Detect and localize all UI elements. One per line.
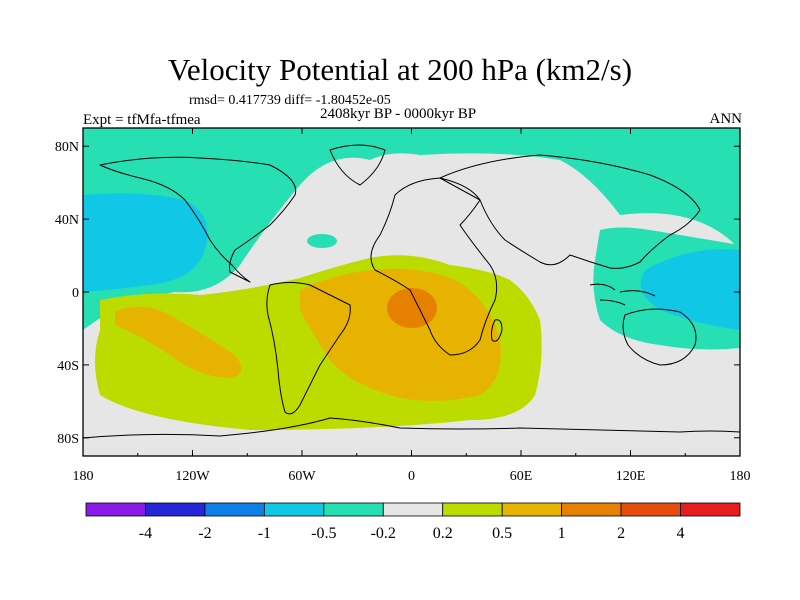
colorbar-label: 4 (677, 525, 685, 542)
colorbar-label: 1 (558, 525, 566, 542)
australia-coast (622, 308, 697, 366)
lon-tick-label: 0 (408, 469, 415, 484)
colorbar-swatch (85, 502, 146, 517)
colorbar-label: -4 (139, 525, 152, 542)
lon-tick-label: 60W (288, 469, 316, 484)
lat-tick-label: 0 (72, 286, 79, 301)
lat-tick-label: 80N (55, 140, 79, 155)
antarctica-coast (83, 417, 740, 439)
colorbar-swatch (501, 502, 563, 517)
colorbar-swatch (680, 502, 741, 517)
colorbar-label: -2 (198, 525, 211, 542)
lon-tick-label: 180 (73, 469, 94, 484)
colorbar-swatch (620, 502, 681, 517)
asia-coast (439, 154, 701, 269)
field-north-pacific-blue (83, 193, 208, 292)
colorbar-swatch (323, 502, 384, 517)
lat-tick-label: 40S (57, 359, 79, 374)
north-america-coast (99, 156, 297, 283)
greenland-coast (329, 144, 386, 186)
colorbar-label: 0.2 (433, 525, 453, 542)
lat-tick-label: 80S (57, 432, 79, 447)
colorbar-swatch (263, 502, 325, 517)
map-axes: 80N 40N 0 40S 80S 180 120W 60W 0 60E 120E 180 (55, 128, 751, 484)
season-label: ANN (709, 111, 743, 127)
south-america-coast (266, 282, 351, 415)
lon-tick-label: 180 (730, 469, 751, 484)
lat-tick-label: 40N (55, 213, 79, 228)
lon-tick-label: 60E (510, 469, 533, 484)
colorbar: -4 -2 -1 -0.5 -0.2 0.2 0.5 1 2 4 (85, 502, 741, 542)
coastlines (83, 144, 740, 439)
colorbar-swatch (442, 502, 503, 517)
period-label: 2408kyr BP - 0000kyr BP (320, 106, 477, 122)
colorbar-swatch (382, 502, 444, 517)
lon-tick-label: 120E (616, 469, 646, 484)
field-north-teal (83, 128, 740, 330)
colorbar-label: -1 (258, 525, 271, 542)
field-africa-orange (300, 268, 501, 401)
field-sahara-teal-blob (307, 234, 337, 248)
colorbar-label: -0.5 (311, 525, 336, 542)
madagascar-coast (490, 319, 503, 342)
plot-title: Velocity Potential at 200 hPa (km2/s) (167, 52, 633, 87)
indonesia-coast (589, 283, 656, 306)
field-south-pacific-orange (115, 306, 242, 378)
lon-tick-label: 120W (175, 469, 210, 484)
colorbar-label: 0.5 (492, 525, 512, 542)
colorbar-swatch (561, 502, 622, 517)
stats-line: rmsd= 0.417739 diff= -1.80452e-05 (189, 93, 391, 108)
colorbar-swatch (145, 502, 206, 517)
experiment-label: Expt = tfMfa-tfmea (83, 112, 201, 128)
colorbar-label: -0.2 (371, 525, 396, 542)
colorbar-swatch (204, 502, 265, 517)
colorbar-label: 2 (617, 525, 625, 542)
